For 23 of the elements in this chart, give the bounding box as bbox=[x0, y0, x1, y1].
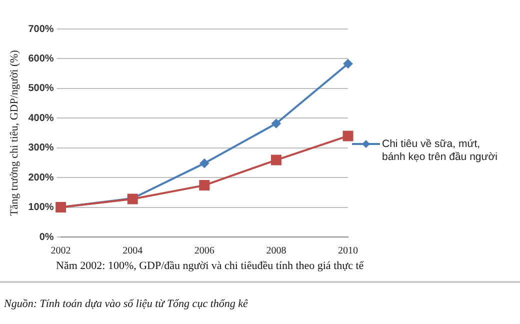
text: Nguồn: Tính toán dựa vào số liệu từ Tổng cục thống kê bbox=[4, 298, 248, 310]
y-tick-label: 300% bbox=[28, 142, 54, 154]
point bbox=[199, 180, 210, 191]
point bbox=[342, 130, 354, 142]
x-tick-label: 2004 bbox=[122, 246, 143, 257]
point bbox=[344, 59, 352, 68]
x-tick-label: 2002 bbox=[50, 246, 71, 257]
y-tick-label: 700% bbox=[28, 24, 54, 35]
point bbox=[272, 118, 281, 128]
text: Năm 2002: 100%, GDP/đầu người và chi tiêuđều tính theo giá thực tế bbox=[56, 260, 364, 272]
y-axis-title: Tăng trưởng chi tiêu, GDP/người (%) bbox=[8, 50, 20, 216]
y-tick-label: 200% bbox=[28, 172, 54, 184]
y-tick-label: 500% bbox=[28, 83, 54, 94]
point bbox=[270, 154, 282, 166]
legend-label: Chi tiêu về sữa, mứt, bánh kẹo trên đầu người bbox=[382, 138, 498, 164]
y-tick-label: 0% bbox=[39, 232, 54, 243]
y-tick-label: 600% bbox=[28, 53, 54, 64]
point bbox=[200, 158, 209, 168]
x-tick-label: 2006 bbox=[194, 246, 214, 257]
x-tick-label: 2008 bbox=[266, 246, 286, 257]
y-tick-label: 400% bbox=[28, 112, 54, 124]
y-tick-label: 100% bbox=[28, 202, 54, 214]
x-tick-label: 2010 bbox=[338, 246, 358, 257]
